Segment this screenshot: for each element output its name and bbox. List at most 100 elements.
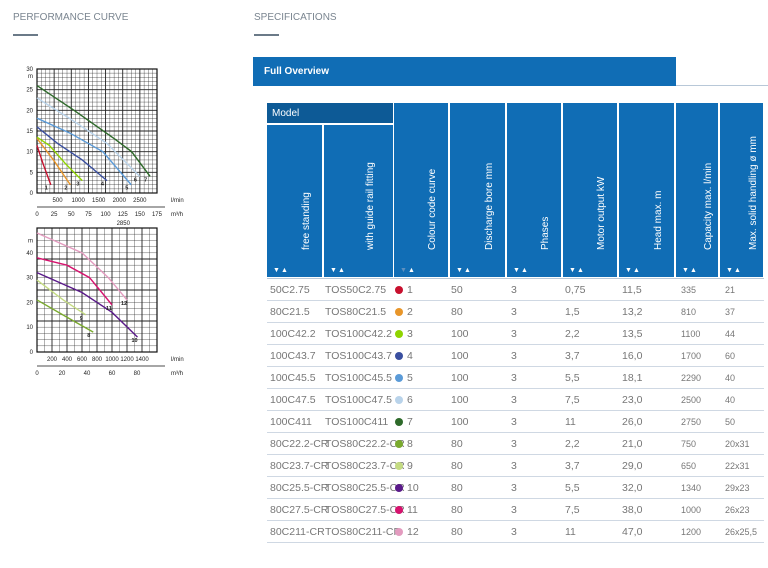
cell-free-standing: 50C2.75	[270, 284, 310, 296]
column-label: Head max. m	[652, 190, 664, 250]
cell-capacity-max: 1700	[681, 351, 702, 361]
cell-free-standing: 80C23.7-CR	[270, 460, 329, 472]
cell-free-standing: 80C211-CR	[270, 526, 325, 538]
column-header-motor-output[interactable]: Motor output kW ▼▲	[563, 103, 617, 277]
y-axis-label: m	[28, 74, 33, 80]
curve-1	[36, 145, 52, 185]
table-row[interactable]: 100C42.2 TOS100C42.2 3 100 3 2,2 13,5 1100 44	[267, 323, 764, 345]
sort-arrows-icon[interactable]: ▼▲	[400, 267, 416, 274]
cell-guide-rail-fitting: TOS100C45.5	[325, 372, 392, 384]
y-tick-label: 40	[26, 251, 33, 257]
sort-arrows-icon[interactable]: ▼▲	[273, 267, 289, 274]
sort-arrows-icon[interactable]: ▼▲	[726, 267, 742, 274]
sort-arrows-icon[interactable]: ▼▲	[682, 267, 698, 274]
curve-label: 10	[132, 338, 138, 344]
table-row[interactable]: 80C23.7-CR TOS80C23.7-CR 9 80 3 3,7 29,0 650 22x…	[267, 455, 764, 477]
color-dot-icon	[395, 396, 403, 404]
table-row[interactable]: 100C45.5 TOS100C45.5 5 100 3 5,5 18,1 2290 40	[267, 367, 764, 389]
table-row[interactable]: 80C25.5-CR TOS80C25.5-CR 10 80 3 5,5 32,0 1340 2…	[267, 477, 764, 499]
table-row[interactable]: 80C211-CR TOS80C211-CR 12 80 3 11 47,0 1200 26x2…	[267, 521, 764, 543]
curve-label: 1	[45, 186, 48, 192]
curve-code: 2	[407, 306, 413, 318]
cell-discharge-bore: 100	[451, 350, 469, 362]
cell-capacity-max: 650	[681, 461, 697, 471]
cell-colour-code-curve: 3	[395, 328, 413, 340]
x-tick-label: 500	[53, 198, 64, 204]
x-tick-label: 200	[47, 357, 58, 363]
curve-code: 8	[407, 438, 413, 450]
x-tick-label: 600	[77, 357, 88, 363]
x-tick-label: 400	[62, 357, 73, 363]
column-header-capacity-max[interactable]: Capacity max. l/min ▼▲	[676, 103, 718, 277]
cell-colour-code-curve: 5	[395, 372, 413, 384]
column-label: Motor output kW	[596, 176, 607, 250]
cell-motor-output: 0,75	[565, 284, 586, 296]
y-tick-label: 30	[26, 67, 33, 73]
table-row[interactable]: 80C21.5 TOS80C21.5 2 80 3 1,5 13,2 810 37	[267, 301, 764, 323]
x2-tick-label: 20	[59, 371, 66, 377]
curve-9	[36, 279, 87, 316]
x-axis-label: l/min	[171, 357, 184, 363]
sort-arrows-icon[interactable]: ▼▲	[569, 267, 585, 274]
x2-tick-label: 75	[85, 212, 92, 217]
x2-tick-label: 40	[84, 371, 91, 377]
cell-motor-output: 2,2	[565, 438, 580, 450]
sort-arrows-icon[interactable]: ▼▲	[456, 267, 472, 274]
cell-free-standing: 100C42.2	[270, 328, 316, 340]
cell-head-max: 18,1	[622, 372, 643, 384]
table-row[interactable]: 80C27.5-CR TOS80C27.5-CR 11 80 3 7,5 38,0 1000 2…	[267, 499, 764, 521]
cell-motor-output: 5,5	[565, 372, 580, 384]
sort-arrows-icon[interactable]: ▼▲	[513, 267, 529, 274]
cell-head-max: 11,5	[622, 284, 642, 296]
column-header-head-max[interactable]: Head max. m ▼▲	[619, 103, 674, 277]
cell-max-solid-handling: 50	[725, 417, 736, 427]
cell-colour-code-curve: 4	[395, 350, 413, 362]
cell-phases: 3	[511, 350, 517, 362]
column-header-phases[interactable]: Phases ▼▲	[507, 103, 561, 277]
plot-frame	[36, 68, 158, 194]
cell-discharge-bore: 100	[451, 416, 469, 428]
column-label: Phases	[540, 216, 551, 250]
x2-tick-label: 175	[152, 212, 163, 217]
column-label: with guide rail fitting	[364, 162, 376, 250]
column-header-discharge-bore[interactable]: Discharge bore mm ▼▲	[450, 103, 505, 277]
tab-label: Full Overview	[264, 66, 330, 77]
curve-11	[36, 257, 113, 306]
table-row[interactable]: 100C411 TOS100C411 7 100 3 11 26,0 2750 50	[267, 411, 764, 433]
table-row[interactable]: 100C47.5 TOS100C47.5 6 100 3 7,5 23,0 2500 40	[267, 389, 764, 411]
column-header-free-standing[interactable]: free standing ▼▲	[267, 125, 322, 277]
cell-colour-code-curve: 12	[395, 526, 419, 538]
plot-frame	[36, 227, 158, 353]
cell-colour-code-curve: 11	[395, 504, 418, 516]
cell-capacity-max: 2750	[681, 417, 702, 427]
table-row[interactable]: 80C22.2-CR TOS80C22.2-CR 8 80 3 2,2 21,0 750 20x…	[267, 433, 764, 455]
column-header-colour-code-curve[interactable]: Colour code curve ▼▲	[394, 103, 448, 277]
x2-axis-label: m³/h	[171, 212, 183, 217]
header-divider	[267, 278, 764, 279]
specifications-heading: SPECIFICATIONS	[254, 12, 337, 23]
tab-full-overview[interactable]: Full Overview	[253, 57, 676, 86]
column-header-guide-rail-fitting[interactable]: with guide rail fitting ▼▲	[324, 125, 393, 277]
table-row[interactable]: 100C43.7 TOS100C43.7 4 100 3 3,7 16,0 1700 60	[267, 345, 764, 367]
curve-label: 9	[80, 316, 83, 322]
cell-phases: 3	[511, 416, 517, 428]
cell-capacity-max: 810	[681, 307, 697, 317]
curve-label: 12	[121, 301, 127, 307]
table-row[interactable]: 50C2.75 TOS50C2.75 1 50 3 0,75 11,5 335 21	[267, 279, 764, 301]
y-tick-label: 0	[30, 350, 34, 356]
sort-arrows-icon[interactable]: ▼▲	[330, 267, 346, 274]
column-header-max-solid-handling[interactable]: Max. solid handling ø mm ▼▲	[720, 103, 763, 277]
cell-guide-rail-fitting: TOS100C43.7	[325, 350, 392, 362]
chart-title: 2850	[117, 221, 131, 227]
tab-divider	[676, 85, 768, 86]
model-group-header: Model	[267, 103, 393, 123]
cell-phases: 3	[511, 394, 517, 406]
cell-guide-rail-fitting: TOS80C23.7-CR	[325, 460, 405, 472]
cell-capacity-max: 1200	[681, 527, 702, 537]
y-tick-label: 5	[30, 170, 34, 176]
column-label: Discharge bore mm	[483, 162, 495, 250]
cell-guide-rail-fitting: TOS100C42.2	[325, 328, 392, 340]
cell-colour-code-curve: 1	[395, 284, 413, 296]
color-dot-icon	[395, 286, 403, 294]
sort-arrows-icon[interactable]: ▼▲	[625, 267, 641, 274]
